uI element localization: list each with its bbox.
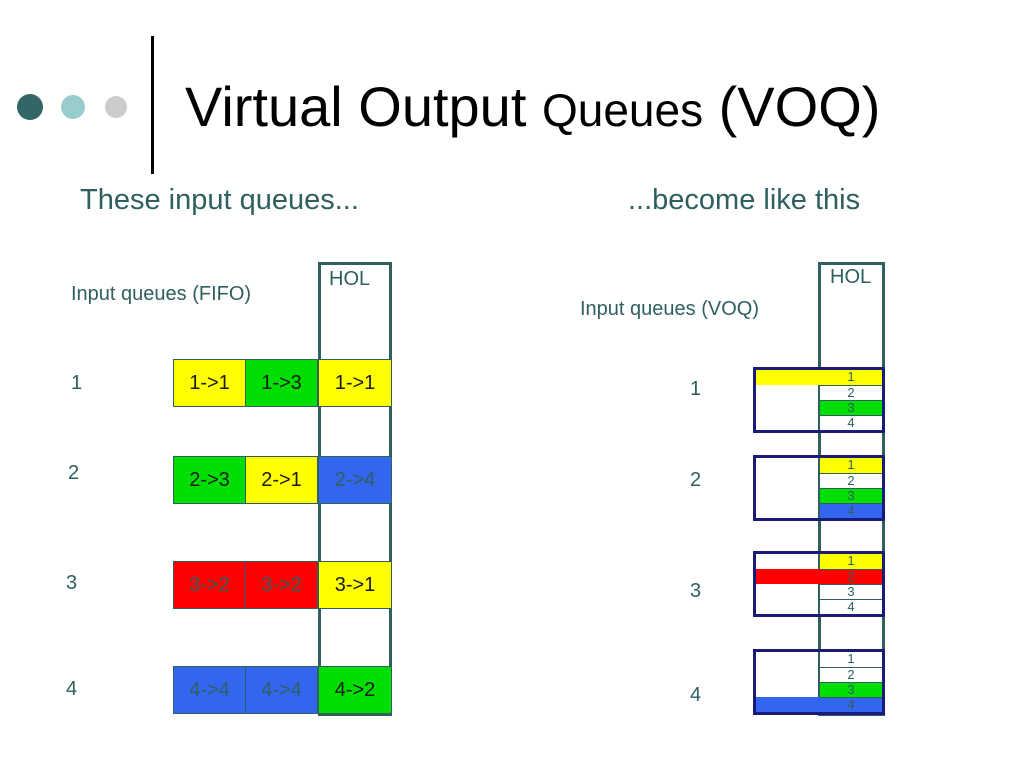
voq-row-label: 1 [690, 378, 702, 400]
voq-hol-label: HOL [830, 266, 872, 288]
right-heading: ...become like this [628, 184, 861, 216]
voq-row-label: 3 [690, 580, 702, 602]
voq-output-strip: 1 [820, 458, 882, 473]
fifo-packet-cell: 1->3 [245, 359, 318, 407]
page-title: Virtual Output Queues (VOQ) [185, 74, 880, 143]
title-small: Queues [541, 84, 704, 136]
voq-output-strip: 2 [820, 667, 882, 682]
voq-queued-band [756, 697, 820, 712]
left-heading: These input queues... [80, 184, 359, 216]
voq-queue-box [753, 367, 885, 433]
fifo-row-label: 2 [68, 462, 80, 484]
voq-output-strip: 1 [820, 370, 882, 385]
voq-row-label: 4 [690, 684, 702, 706]
fifo-packet-cell: 1->1 [173, 359, 246, 407]
fifo-packet-cell: 4->4 [173, 666, 246, 714]
voq-queued-band [756, 569, 820, 584]
voq-label: Input queues (VOQ) [580, 298, 759, 320]
voq-output-strip: 4 [820, 503, 882, 518]
title-main: Virtual Output [185, 75, 542, 138]
voq-queue-box [753, 551, 885, 617]
voq-output-strip: 2 [820, 385, 882, 400]
voq-output-strip: 1 [820, 652, 882, 667]
voq-queued-band [756, 370, 820, 385]
header-dot-mid [61, 95, 85, 119]
voq-output-strip: 2 [820, 569, 882, 584]
fifo-row-label: 4 [66, 678, 78, 700]
voq-output-strip: 3 [820, 682, 882, 697]
header-dot-dark [17, 94, 43, 120]
voq-output-strip: 3 [820, 584, 882, 599]
title-end: (VOQ) [703, 75, 881, 138]
fifo-packet-cell: 1->1 [318, 359, 392, 407]
fifo-row-label: 3 [66, 572, 78, 594]
voq-output-strip: 4 [820, 599, 882, 614]
fifo-packet-cell: 4->2 [318, 666, 392, 714]
fifo-row-label: 1 [71, 372, 83, 394]
voq-row-label: 2 [690, 469, 702, 491]
header-dot-light [105, 96, 127, 118]
voq-output-strip: 3 [820, 400, 882, 415]
voq-output-strip: 4 [820, 697, 882, 712]
voq-output-strip: 2 [820, 473, 882, 488]
voq-queue-box [753, 455, 885, 521]
fifo-packet-cell: 3->2 [173, 561, 246, 609]
voq-output-strip: 4 [820, 415, 882, 430]
fifo-packet-cell: 2->4 [318, 456, 392, 504]
fifo-label: Input queues (FIFO) [71, 283, 252, 305]
voq-queue-box [753, 649, 885, 715]
fifo-hol-label: HOL [329, 268, 371, 290]
fifo-packet-cell: 2->1 [245, 456, 318, 504]
header-rule [151, 36, 154, 174]
fifo-packet-cell: 2->3 [173, 456, 246, 504]
voq-output-strip: 3 [820, 488, 882, 503]
fifo-packet-cell: 3->1 [318, 561, 392, 609]
voq-output-strip: 1 [820, 554, 882, 569]
fifo-packet-cell: 4->4 [245, 666, 318, 714]
fifo-packet-cell: 3->2 [245, 561, 318, 609]
